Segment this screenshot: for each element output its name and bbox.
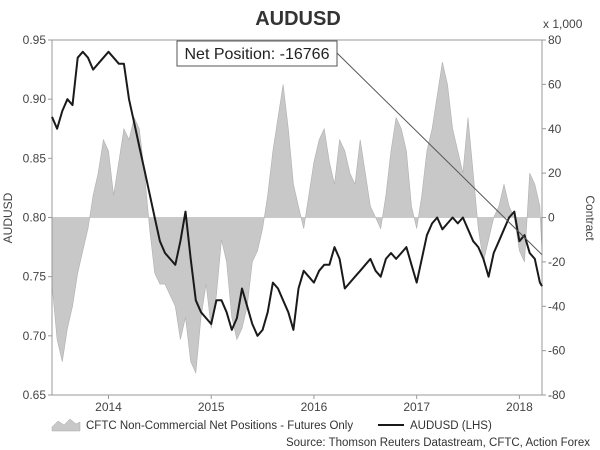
chart-title: AUDUSD bbox=[255, 8, 341, 30]
x-axis-tick-label: 2017 bbox=[403, 400, 430, 414]
legend-item-cftc: CFTC Non-Commercial Net Positions - Futu… bbox=[51, 418, 353, 432]
left-axis-tick-label: 0.95 bbox=[23, 33, 47, 47]
axes: 0.65 0.70 0.75 0.80 0.85 0.90 0.95 -80 -60 -40 -20… bbox=[23, 33, 566, 414]
left-axis-tick-label: 0.90 bbox=[23, 92, 47, 106]
plot-area bbox=[51, 39, 543, 396]
left-axis-tick-label: 0.85 bbox=[23, 151, 47, 165]
right-axis-tick-label: 40 bbox=[548, 122, 562, 136]
legend-label-audusd: AUDUSD (LHS) bbox=[410, 420, 492, 432]
callout-leader bbox=[336, 52, 543, 256]
right-axis-tick-label: -20 bbox=[548, 255, 566, 269]
right-axis-unit: x 1,000 bbox=[543, 17, 583, 31]
right-axis-title: Contract bbox=[583, 195, 597, 241]
legend-label-cftc: CFTC Non-Commercial Net Positions - Futu… bbox=[86, 420, 353, 432]
x-axis-tick-label: 2014 bbox=[95, 400, 122, 414]
right-axis-tick-label: 60 bbox=[548, 77, 562, 91]
source-note: Source: Thomson Reuters Datastream, CFTC… bbox=[286, 437, 590, 449]
right-axis-tick-label: -40 bbox=[548, 299, 566, 313]
right-axis-tick-label: 0 bbox=[548, 211, 555, 225]
left-axis-tick-label: 0.75 bbox=[23, 270, 47, 284]
left-axis-tick-label: 0.80 bbox=[23, 211, 47, 225]
audusd-line bbox=[51, 50, 543, 337]
right-axis-tick-label: 20 bbox=[548, 166, 562, 180]
right-axis-tick-label: -60 bbox=[548, 344, 566, 358]
legend-item-audusd: AUDUSD (LHS) bbox=[378, 420, 492, 432]
x-axis-tick-label: 2016 bbox=[301, 400, 328, 414]
callout: Net Position: -16766 bbox=[176, 40, 543, 256]
right-axis-tick-label: -80 bbox=[548, 388, 566, 402]
legend-swatch-area bbox=[51, 418, 81, 432]
cftc-net-positions-area bbox=[51, 62, 543, 374]
x-axis-tick-label: 2018 bbox=[506, 400, 533, 414]
right-axis-tick-label: 80 bbox=[548, 33, 562, 47]
legend: CFTC Non-Commercial Net Positions - Futu… bbox=[51, 418, 492, 432]
left-axis-tick-label: 0.65 bbox=[23, 388, 47, 402]
callout-box bbox=[176, 40, 338, 67]
x-axis-tick-label: 2015 bbox=[198, 400, 225, 414]
left-axis-tick-label: 0.70 bbox=[23, 329, 47, 343]
left-axis-title: AUDUSD bbox=[1, 192, 15, 243]
callout-text: Net Position: -16766 bbox=[185, 46, 330, 63]
